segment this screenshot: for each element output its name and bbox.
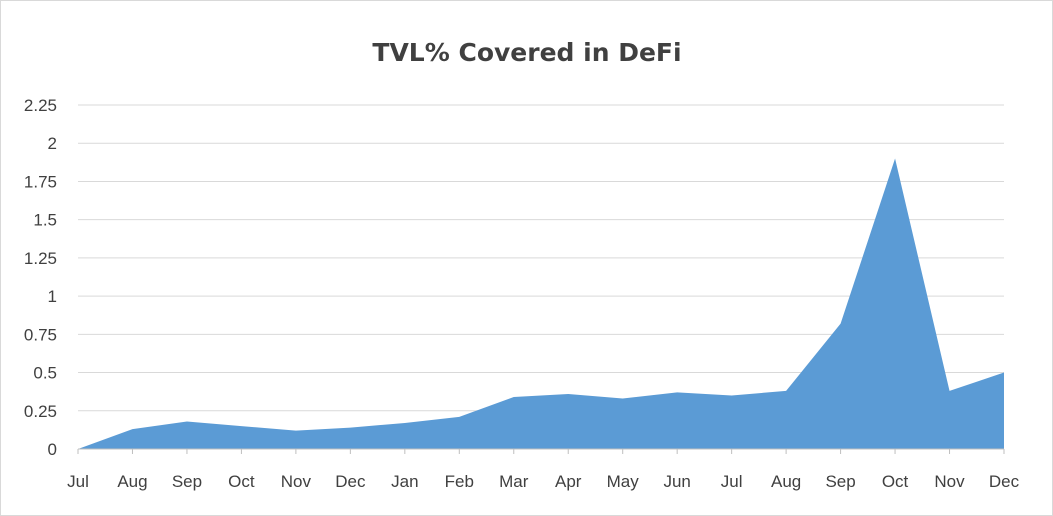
axes xyxy=(77,448,1005,454)
x-tick-label: Jun xyxy=(663,472,690,491)
x-tick-label: Jul xyxy=(67,472,89,491)
area-series xyxy=(78,158,1004,449)
y-tick-label: 2.25 xyxy=(24,96,57,115)
y-tick-label: 1.5 xyxy=(33,211,57,230)
x-tick-label: Dec xyxy=(335,472,366,491)
x-tick-label: Oct xyxy=(882,472,909,491)
y-tick-label: 0.75 xyxy=(24,325,57,344)
x-axis-ticks: Jul Aug Sep Oct Nov Dec Jan Feb Mar Apr May Jun Jul A… xyxy=(67,472,1019,491)
x-tick-label: Oct xyxy=(228,472,255,491)
y-axis-ticks: 0 0.25 0.5 0.75 1 1.25 1.5 1.75 2 2.25 xyxy=(24,96,57,459)
x-tick-label: Jul xyxy=(721,472,743,491)
x-tick-label: Aug xyxy=(771,472,801,491)
area-fill xyxy=(78,158,1004,449)
x-tick-label: Sep xyxy=(172,472,202,491)
chart-title: TVL% Covered in DeFi xyxy=(372,38,681,67)
y-tick-label: 0.25 xyxy=(24,402,57,421)
x-tick-label: Nov xyxy=(281,472,312,491)
x-tick-label: Nov xyxy=(934,472,965,491)
x-tick-label: Aug xyxy=(117,472,147,491)
x-tick-label: Jan xyxy=(391,472,418,491)
x-tick-label: Sep xyxy=(825,472,855,491)
y-tick-label: 1.25 xyxy=(24,249,57,268)
x-tick-label: Apr xyxy=(555,472,582,491)
y-tick-label: 0 xyxy=(48,440,57,459)
y-tick-label: 1.75 xyxy=(24,172,57,191)
y-tick-label: 0.5 xyxy=(33,364,57,383)
y-tick-label: 2 xyxy=(48,134,57,153)
x-tick-label: Mar xyxy=(499,472,529,491)
y-tick-label: 1 xyxy=(48,287,57,306)
x-tick-label: Dec xyxy=(989,472,1020,491)
x-tick-label: May xyxy=(607,472,640,491)
x-tick-label: Feb xyxy=(445,472,474,491)
